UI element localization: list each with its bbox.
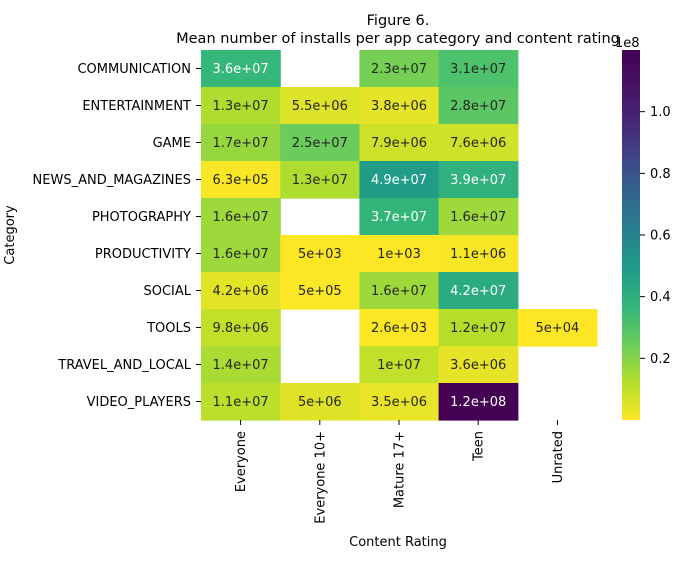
cell-label: 1.4e+07 [213,358,269,373]
y-tick-label: PRODUCTIVITY [95,247,191,262]
cell-label: 3.5e+06 [371,395,427,410]
colorbar-tick-label: 0.6 [650,229,671,244]
cell-label: 4.9e+07 [371,173,427,188]
x-axis-label: Content Rating [349,535,447,550]
cell-label: 7.9e+06 [371,136,427,151]
colorbar-tick-label: 0.2 [650,352,671,367]
cell-label: 1.2e+07 [450,321,506,336]
x-tick-label: Mature 17+ [393,431,408,508]
y-tick-label: ENTERTAINMENT [82,99,191,114]
heatmap-cells: 3.6e+07 2.3e+07 3.1e+07 1.3e+07 5.5e+06 3.8e+… [201,50,598,421]
cell-label: 5e+03 [298,247,342,262]
cell-label: 1.6e+07 [450,210,506,225]
y-tick-label: TOOLS [146,321,191,336]
cell-label: 4.2e+06 [213,284,269,299]
cell-label: 9.8e+06 [213,321,269,336]
cell-label: 2.6e+03 [371,321,427,336]
cell-label: 3.1e+07 [450,62,506,77]
y-tick-label: PHOTOGRAPHY [92,210,191,225]
x-tick-label: Teen [472,431,487,462]
cell-label: 5e+06 [298,395,342,410]
y-tick-label: COMMUNICATION [77,62,191,77]
y-tick-label: VIDEO_PLAYERS [87,395,191,410]
cell-label: 1.3e+07 [213,99,269,114]
cell-label: 1e+07 [377,358,421,373]
cell-label: 3.8e+06 [371,99,427,114]
cell-label: 5e+05 [298,284,342,299]
y-tick-label: NEWS_AND_MAGAZINES [33,173,191,188]
x-tick-label: Everyone [234,431,249,492]
cell-label: 1e+03 [377,247,421,262]
cell-label: 5.5e+06 [292,99,348,114]
cell-label: 5e+04 [536,321,580,336]
y-tick-labels: COMMUNICATION ENTERTAINMENT GAME NEWS_AND_M… [33,62,201,410]
cell-label: 1.3e+07 [292,173,348,188]
y-tick-label: TRAVEL_AND_LOCAL [57,358,191,373]
y-tick-label: SOCIAL [143,284,191,299]
colorbar-tick-label: 0.8 [650,167,671,182]
chart-title-line1: Figure 6. [367,13,430,29]
chart-title-line2: Mean number of installs per app category… [176,31,620,47]
x-tick-label: Unrated [551,431,566,483]
cell-label: 2.5e+07 [292,136,348,151]
cell-label: 1.6e+07 [213,247,269,262]
x-tick-label: Everyone 10+ [313,431,328,524]
cell-label: 2.3e+07 [371,62,427,77]
cell-label: 1.6e+07 [371,284,427,299]
colorbar-ticks: 0.2 0.4 0.6 0.8 1.0 [640,105,671,367]
cell-label: 3.7e+07 [371,210,427,225]
cell-label: 7.6e+06 [450,136,506,151]
y-tick-label: GAME [153,136,191,151]
cell-label: 3.9e+07 [450,173,506,188]
colorbar-tick-label: 0.4 [650,290,671,305]
colorbar [622,50,640,420]
cell-label: 1.6e+07 [213,210,269,225]
cell-label: 3.6e+07 [213,62,269,77]
x-tick-labels: Everyone Everyone 10+ Mature 17+ Teen Unrate… [234,420,566,524]
cell-label: 1.1e+06 [450,247,506,262]
colorbar-tick-label: 1.0 [650,105,671,120]
cell-label: 1.2e+08 [450,395,506,410]
cell-label: 1.7e+07 [213,136,269,151]
cell-label: 2.8e+07 [450,99,506,114]
cell-label: 1.1e+07 [213,395,269,410]
cell-label: 3.6e+06 [450,358,506,373]
cell-label: 6.3e+05 [213,173,269,188]
colorbar-offset-label: 1e8 [615,36,640,51]
y-axis-label: Category [3,205,18,265]
cell-label: 4.2e+07 [450,284,506,299]
